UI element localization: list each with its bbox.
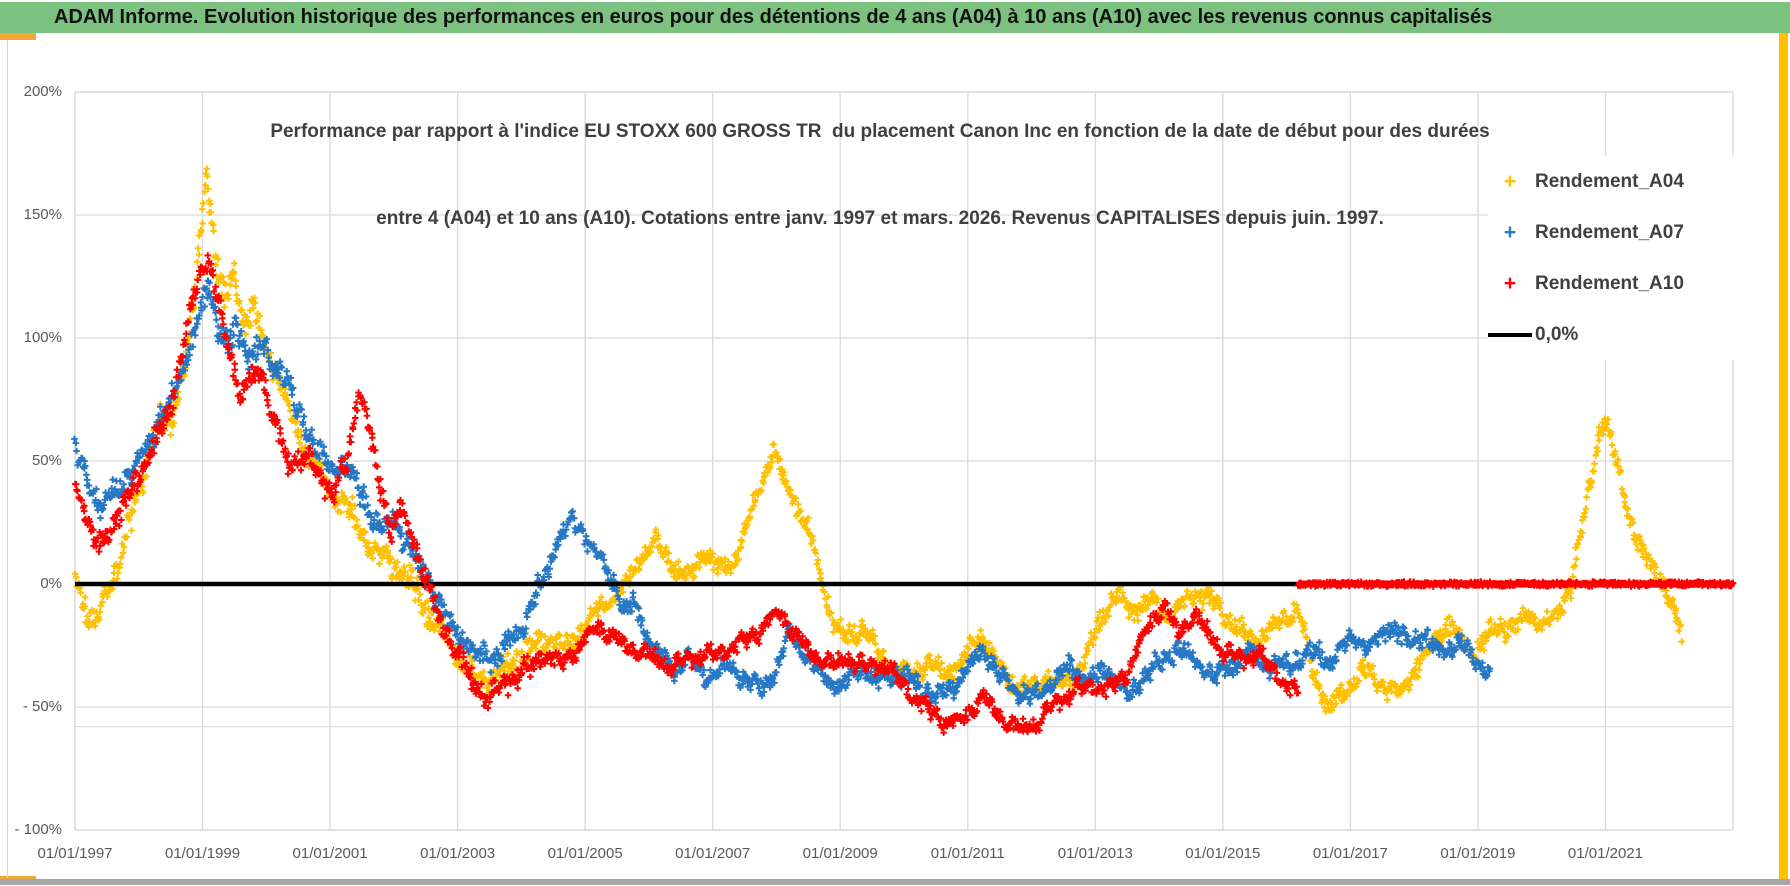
x-tick-label: 01/01/2003: [420, 845, 496, 862]
bottom-gray-strip: [0, 879, 1790, 885]
x-tick-label: 01/01/2013: [1057, 845, 1133, 862]
series-points-rendement_a04: [71, 165, 1686, 715]
sheet-edge-line: [7, 40, 8, 878]
report-title-bar: ADAM Informe. Evolution historique des p…: [0, 2, 1790, 33]
x-tick-label: 01/01/2015: [1185, 845, 1261, 862]
plus-marker-icon: +: [1503, 272, 1517, 295]
legend-item-rendement-a04[interactable]: + Rendement_A04: [1488, 156, 1772, 207]
gold-accent-right: [1779, 33, 1788, 880]
y-tick-label: 0%: [40, 575, 62, 592]
x-tick-label: 01/01/2009: [802, 845, 878, 862]
plus-marker-icon: +: [1503, 221, 1517, 244]
y-tick-label: 150%: [23, 206, 62, 223]
chart-title-line1: Performance par rapport à l'indice EU ST…: [270, 121, 1490, 142]
x-tick-label: 01/01/2011: [930, 845, 1005, 862]
legend-item-rendement-a07[interactable]: + Rendement_A07: [1488, 207, 1772, 258]
y-tick-label: 200%: [23, 83, 62, 100]
a10-flat-zero-points: [1294, 578, 1737, 590]
y-tick-label: 100%: [23, 329, 62, 346]
legend-label: 0,0%: [1535, 323, 1579, 345]
chart-legend: + Rendement_A04 + Rendement_A07 + Rendem…: [1488, 156, 1772, 360]
chart-title-line2: entre 4 (A04) et 10 ans (A10). Cotations…: [376, 208, 1384, 229]
series-points-rendement_a10: [71, 252, 1302, 736]
x-tick-label: 01/01/2021: [1567, 845, 1643, 862]
x-tick-label: 01/01/1997: [37, 845, 113, 862]
series-points-rendement_a07: [71, 277, 1494, 707]
legend-label: Rendement_A04: [1535, 170, 1684, 192]
y-tick-label: - 50%: [22, 698, 62, 715]
plus-marker-icon: +: [1503, 170, 1517, 193]
y-tick-label: - 100%: [14, 821, 62, 838]
zero-line-sample-icon: [1488, 332, 1532, 337]
legend-label: Rendement_A07: [1535, 221, 1684, 243]
legend-label: Rendement_A10: [1535, 272, 1684, 294]
plot-border: [74, 91, 1734, 831]
x-tick-label: 01/01/1999: [164, 845, 241, 862]
x-tick-label: 01/01/2001: [292, 845, 368, 862]
x-tick-label: 01/01/2007: [675, 845, 751, 862]
legend-item-rendement-a10[interactable]: + Rendement_A10: [1488, 258, 1772, 309]
report-title: ADAM Informe. Evolution historique des p…: [54, 6, 1493, 28]
x-tick-label: 01/01/2005: [547, 845, 623, 862]
legend-item-zero-line[interactable]: 0,0%: [1488, 309, 1772, 360]
chart-title: Performance par rapport à l'indice EU ST…: [160, 59, 1600, 291]
x-tick-label: 01/01/2019: [1440, 845, 1516, 862]
gold-accent-top-left: [0, 33, 36, 40]
y-tick-label: 50%: [31, 452, 62, 469]
x-tick-label: 01/01/2017: [1312, 845, 1388, 862]
